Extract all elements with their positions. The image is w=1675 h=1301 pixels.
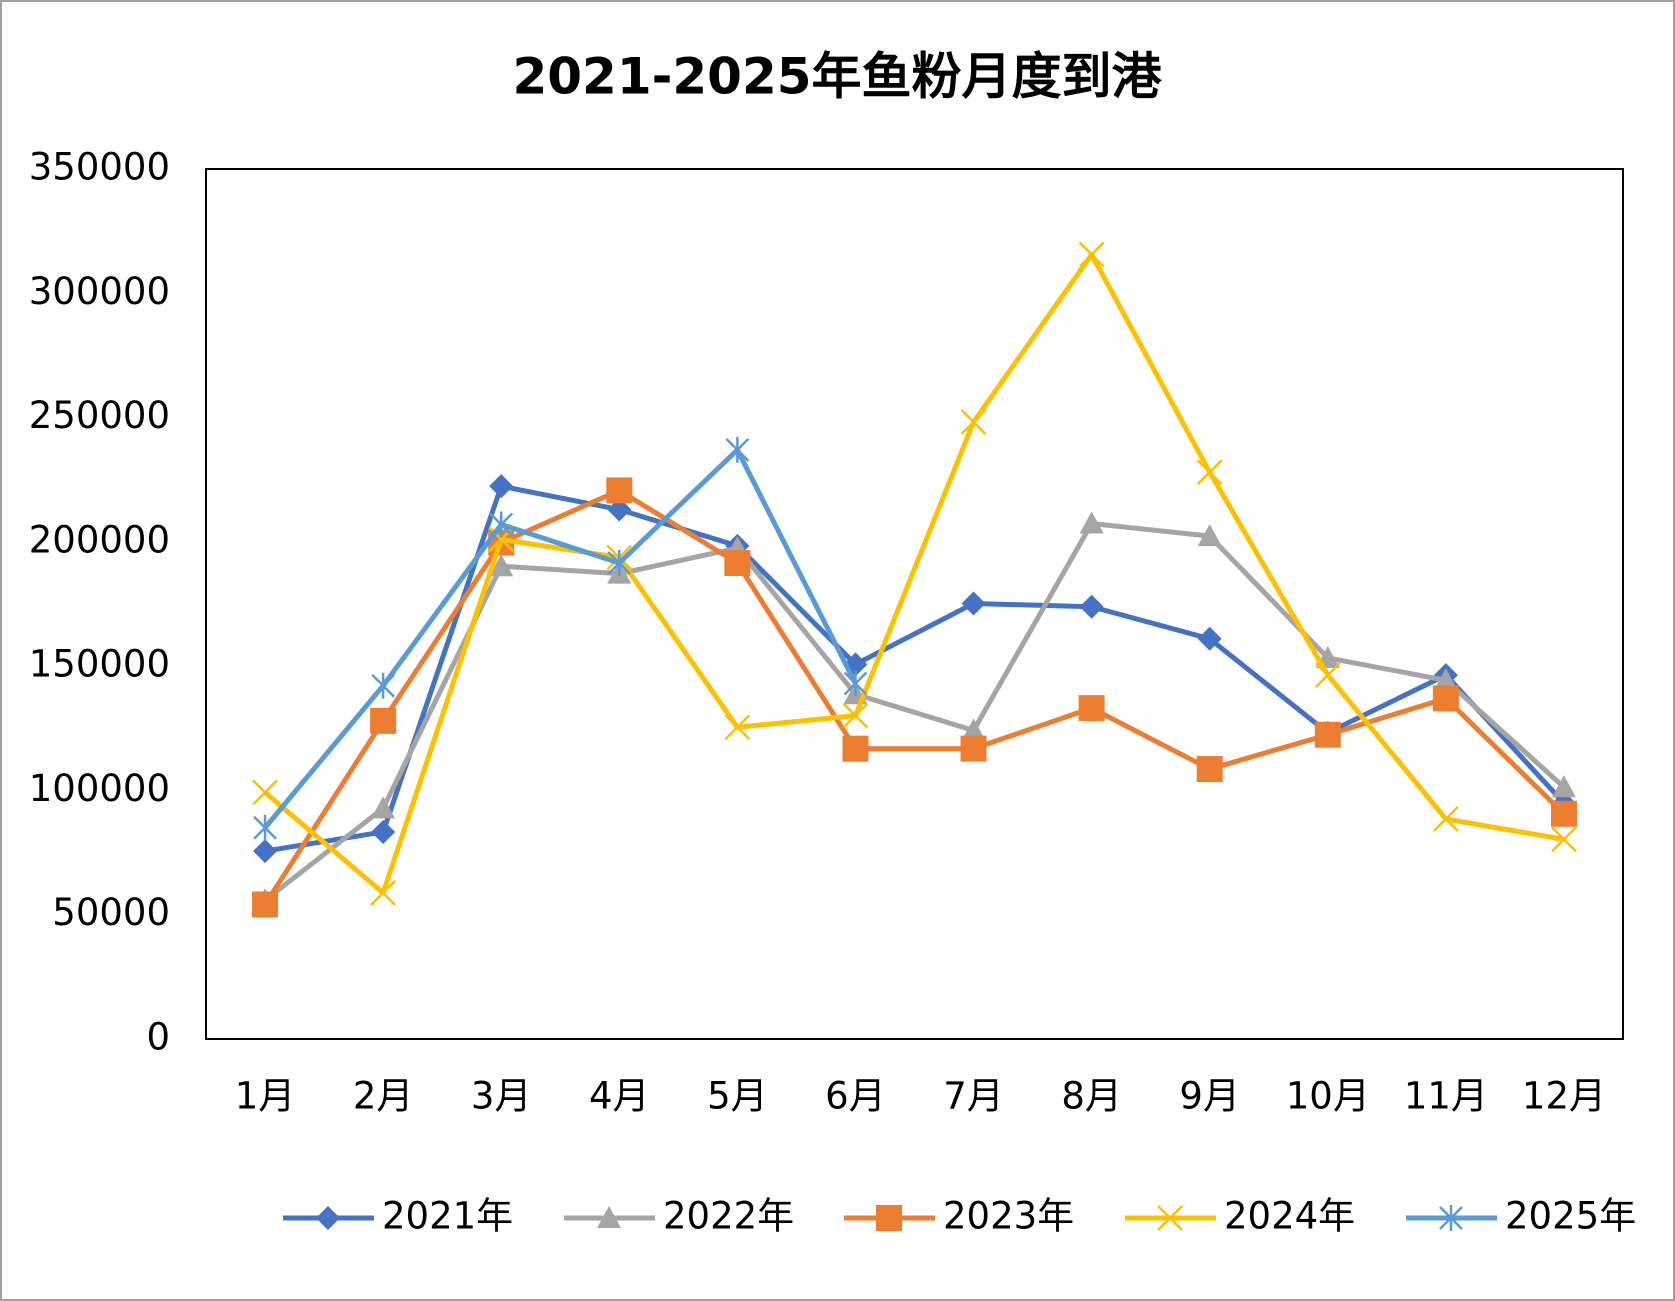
legend-marker <box>1439 1205 1463 1231</box>
marker <box>961 718 986 741</box>
marker <box>724 714 751 741</box>
marker <box>607 549 632 576</box>
x-tick-label: 3月 <box>471 1075 532 1118</box>
legend-marker <box>1157 1205 1183 1231</box>
legend-label: 2023年 <box>943 1195 1074 1238</box>
y-tick-label: 300000 <box>29 270 170 313</box>
marker <box>961 591 986 616</box>
marker <box>1550 800 1577 827</box>
marker <box>1197 524 1222 547</box>
chart-title: 2021-2025年鱼粉月度到港 <box>512 48 1162 106</box>
y-tick-label: 200000 <box>29 518 170 561</box>
marker <box>370 707 397 734</box>
legend-marker <box>316 1206 340 1230</box>
x-tick-label: 5月 <box>707 1075 768 1118</box>
series-line <box>264 483 1566 854</box>
marker <box>1433 668 1458 691</box>
x-tick-label: 10月 <box>1286 1075 1370 1118</box>
marker <box>724 549 751 576</box>
marker <box>1196 459 1223 486</box>
marker <box>1314 721 1341 748</box>
marker <box>253 814 277 841</box>
x-tick-label: 9月 <box>1179 1075 1240 1118</box>
marker <box>960 735 987 762</box>
marker <box>842 735 869 762</box>
series-line <box>263 520 1566 903</box>
marker <box>489 554 514 577</box>
x-tick-label: 1月 <box>235 1075 296 1118</box>
marker <box>252 779 278 806</box>
marker <box>1432 806 1459 832</box>
x-tick-label: 6月 <box>825 1075 886 1118</box>
marker <box>371 796 396 819</box>
marker <box>371 819 396 844</box>
marker <box>1078 241 1105 268</box>
marker <box>370 879 397 906</box>
marker <box>1196 756 1223 783</box>
marker <box>1079 511 1104 534</box>
marker <box>489 511 514 538</box>
legend-marker <box>876 1205 902 1231</box>
marker <box>371 672 396 699</box>
y-tick-label: 250000 <box>29 394 170 437</box>
y-tick-label: 50000 <box>52 891 170 934</box>
x-tick-label: 8月 <box>1061 1075 1122 1118</box>
x-tick-label: 2月 <box>353 1075 414 1118</box>
marker <box>489 474 514 499</box>
series-line <box>263 447 858 830</box>
y-tick-label: 0 <box>146 1016 170 1059</box>
legend-marker <box>597 1206 621 1228</box>
marker <box>607 497 632 522</box>
marker <box>252 891 279 918</box>
y-tick-label: 150000 <box>29 643 170 686</box>
legend-label: 2024年 <box>1224 1195 1355 1238</box>
marker <box>606 477 633 504</box>
marker <box>960 409 987 435</box>
y-tick-label: 350000 <box>29 146 170 189</box>
legend-label: 2022年 <box>663 1195 794 1238</box>
legend-label: 2025年 <box>1505 1195 1636 1238</box>
marker <box>1078 695 1105 722</box>
marker <box>1079 594 1104 619</box>
series-line <box>262 487 1566 906</box>
marker <box>725 436 750 463</box>
marker <box>1432 685 1459 712</box>
marker <box>843 670 868 697</box>
x-tick-label: 12月 <box>1522 1075 1606 1118</box>
x-tick-label: 7月 <box>943 1075 1004 1118</box>
marker <box>1197 626 1222 651</box>
y-tick-label: 100000 <box>29 767 170 810</box>
marker <box>842 702 869 729</box>
marker <box>1551 826 1577 853</box>
x-tick-label: 4月 <box>589 1075 650 1118</box>
marker <box>1314 662 1341 688</box>
marker <box>253 839 278 864</box>
marker <box>1551 775 1576 798</box>
x-tick-label: 11月 <box>1404 1075 1488 1118</box>
plot-frame <box>205 168 1624 1040</box>
series-line <box>263 252 1565 896</box>
legend-label: 2021年 <box>382 1195 513 1238</box>
